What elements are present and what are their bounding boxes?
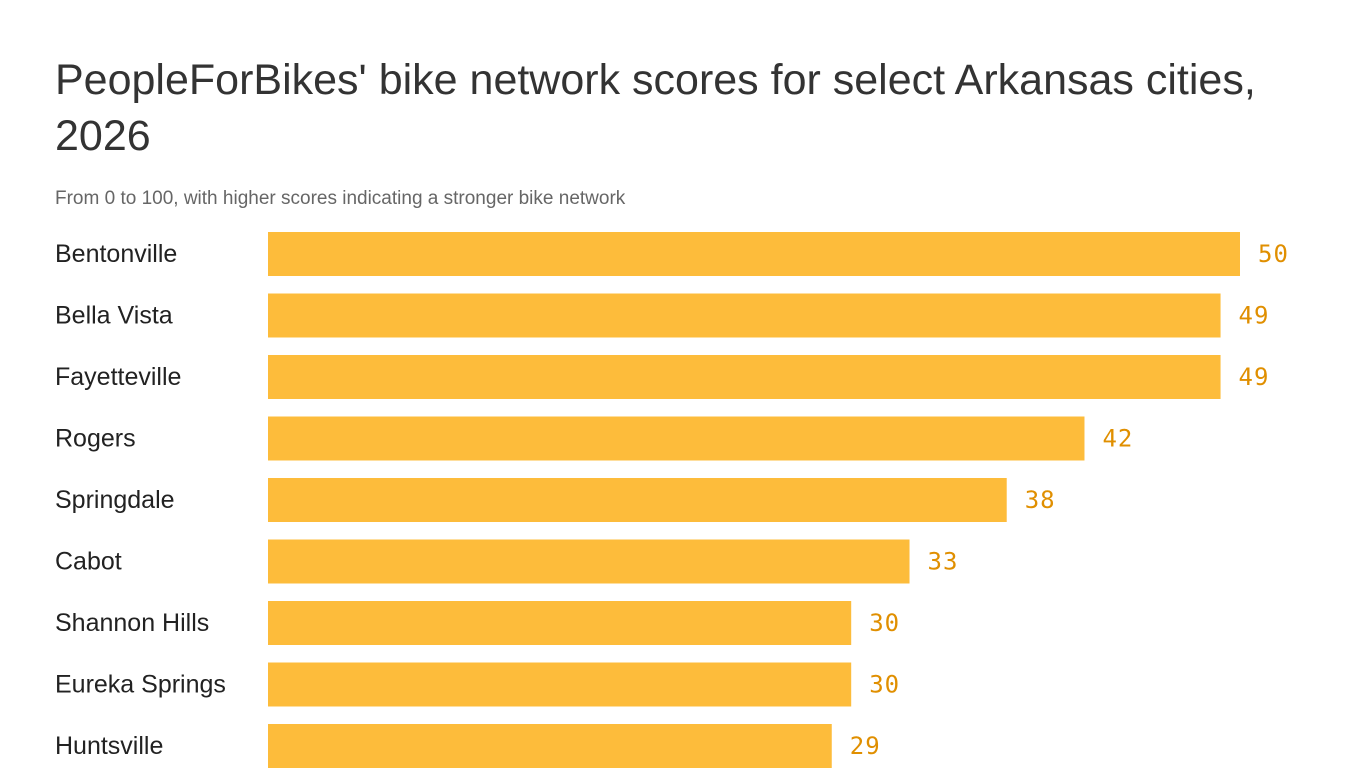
bar-fayetteville [268,355,1221,399]
value-label: 49 [1239,363,1270,391]
bar-shannon-hills [268,601,852,645]
category-label: Rogers [55,425,136,453]
category-label: Bella Vista [55,302,173,330]
category-label: Shannon Hills [55,609,209,637]
bar-eureka-springs [268,662,852,707]
bar-bentonville [268,232,1240,276]
category-label: Cabot [55,548,122,576]
value-label: 49 [1239,302,1270,330]
value-label: 42 [1102,425,1133,453]
category-label: Springdale [55,486,175,514]
category-label: Bentonville [55,240,177,268]
value-label: 33 [928,548,959,576]
value-label: 38 [1025,486,1056,514]
value-label: 50 [1258,240,1289,268]
category-label: Eureka Springs [55,671,226,699]
chart-subtitle: From 0 to 100, with higher scores indica… [55,188,626,209]
chart-title: PeopleForBikes' bike network scores for … [55,56,1256,160]
bar-huntsville [268,724,832,768]
category-label: Fayetteville [55,363,181,391]
bar-rogers [268,416,1085,461]
category-label: Huntsville [55,732,163,760]
value-label: 29 [850,732,881,760]
value-label: 30 [869,609,900,637]
bar-cabot [268,539,910,584]
bar-bella-vista [268,293,1221,338]
bar-springdale [268,478,1007,522]
value-label: 30 [869,671,900,699]
